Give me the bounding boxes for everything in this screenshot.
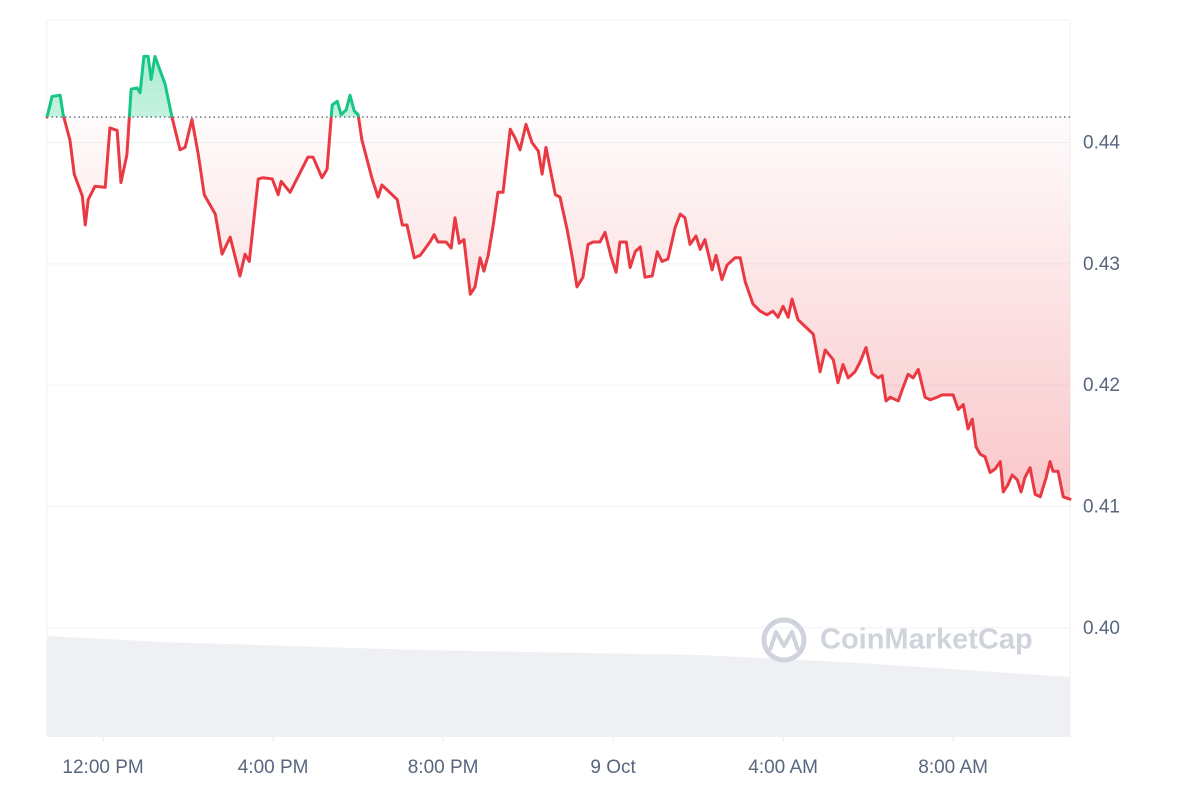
x-tick-label: 8:00 PM bbox=[408, 757, 479, 778]
x-tick-label: 12:00 PM bbox=[62, 757, 143, 778]
x-tick-label: 9 Oct bbox=[590, 757, 636, 778]
y-tick-label: 0.43 bbox=[1083, 254, 1120, 275]
watermark: CoinMarketCap bbox=[761, 617, 1033, 663]
x-tick-label: 4:00 PM bbox=[238, 757, 309, 778]
y-tick-label: 0.42 bbox=[1083, 375, 1120, 396]
volume-backdrop bbox=[47, 636, 1070, 737]
price-line bbox=[45, 54, 1072, 501]
x-tick-label: 8:00 AM bbox=[918, 757, 988, 778]
x-tick-label: 4:00 AM bbox=[748, 757, 818, 778]
price-area bbox=[47, 56, 1070, 500]
y-tick-label: 0.41 bbox=[1083, 497, 1120, 518]
y-tick-label: 0.40 bbox=[1083, 618, 1120, 639]
watermark-text: CoinMarketCap bbox=[820, 624, 1033, 656]
y-tick-label: 0.44 bbox=[1083, 133, 1120, 154]
